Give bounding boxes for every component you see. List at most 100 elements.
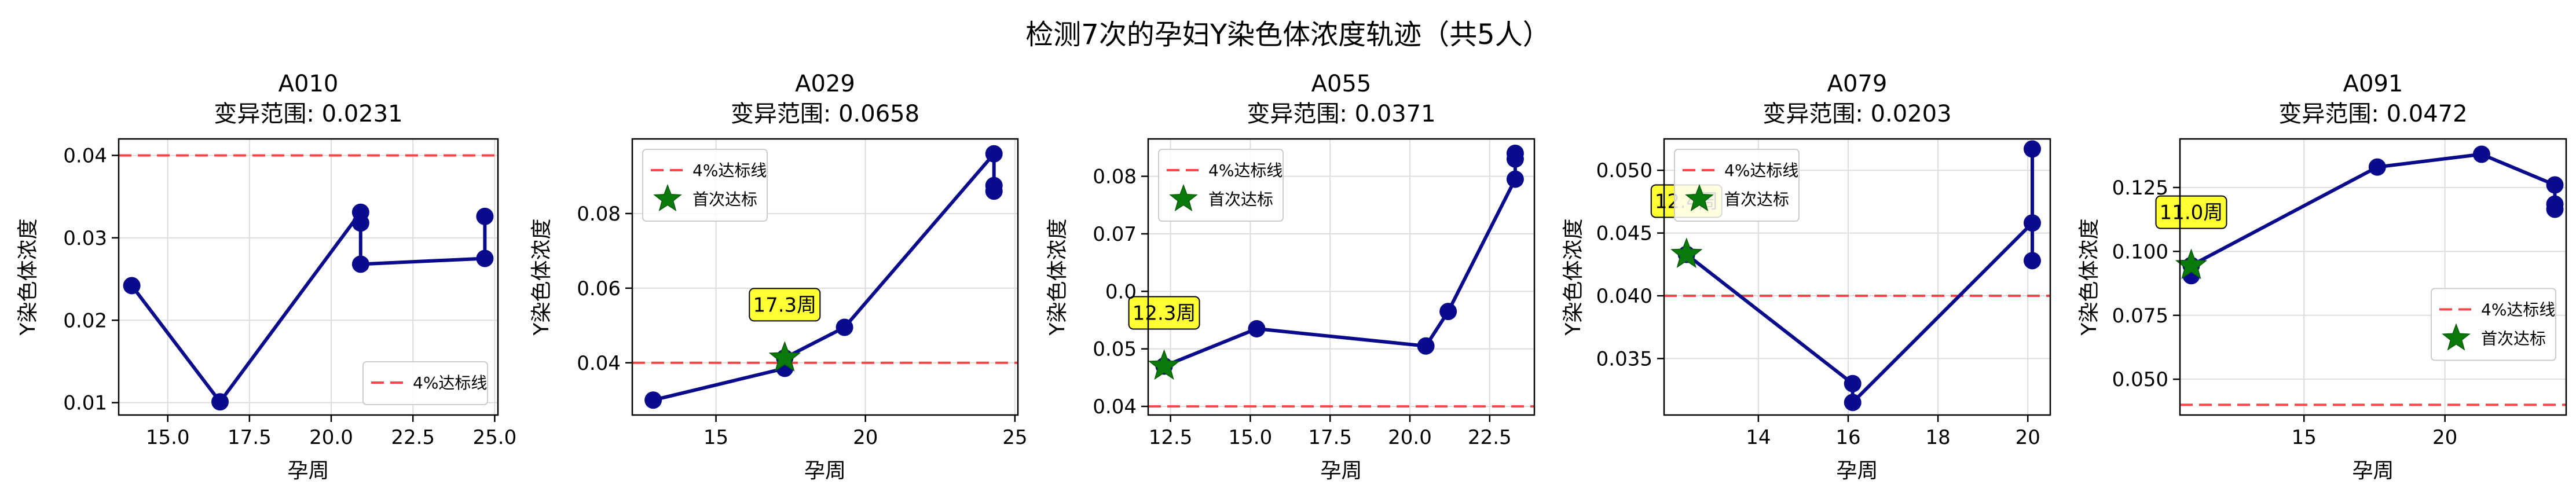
data-point — [2546, 176, 2564, 194]
series-line — [1685, 149, 2034, 405]
data-point — [1439, 303, 1457, 321]
legend-frame — [2431, 288, 2556, 361]
x-axis-label: 孕周 — [1836, 459, 1878, 483]
subplot-title: A010 — [279, 71, 339, 97]
y-tick-label: 0.125 — [2112, 177, 2168, 200]
data-point — [211, 393, 229, 411]
first-reach-annotation-box — [749, 288, 821, 322]
subplot-title: A029 — [795, 71, 855, 97]
y-tick-label: 0.075 — [2112, 304, 2168, 328]
data-point — [644, 391, 662, 409]
x-tick-label: 20 — [2432, 426, 2457, 449]
legend-frame — [1674, 149, 1800, 222]
legend-star-swatch — [2442, 323, 2471, 351]
subplot-variation-range: 变异范围: 0.0203 — [1762, 101, 1951, 127]
data-point — [2472, 145, 2490, 163]
data-point — [985, 145, 1003, 163]
first-reach-marker — [768, 341, 801, 372]
data-point — [2023, 214, 2041, 232]
y-tick-label: 0.035 — [1596, 347, 1652, 370]
axes-frame — [118, 138, 499, 416]
x-tick-label: 15 — [2292, 426, 2317, 449]
axes-frame — [1147, 138, 1536, 416]
data-point — [1506, 170, 1524, 188]
axes-frame — [2179, 138, 2567, 416]
first-reach-marker — [1148, 349, 1181, 380]
y-tick-label: 0.050 — [1596, 159, 1652, 182]
legend-entry: 首次达标 — [1724, 190, 1789, 209]
x-tick-label: 15 — [703, 426, 728, 449]
x-tick-label: 20 — [2016, 426, 2040, 449]
y-tick-label: 0.07 — [1093, 223, 1137, 246]
y-tick-label: 0.045 — [1596, 222, 1652, 245]
y-tick-label: 0.0 — [1105, 280, 1137, 303]
data-point — [836, 318, 853, 336]
y-axis-label: Y染色体浓度 — [1562, 219, 1585, 336]
y-tick-label: 0.03 — [63, 227, 107, 250]
data-point — [1417, 337, 1435, 355]
legend-entry: 4%达标线 — [2481, 300, 2555, 320]
x-tick-label: 16 — [1835, 426, 1860, 449]
y-tick-label: 0.04 — [577, 352, 621, 375]
subplot-A010: A010 变异范围: 0.0231 15.0 17.5 20.0 22.5 25.0 0.01… — [16, 71, 516, 483]
first-reach-annotation: 17.3周 — [753, 293, 816, 317]
y-tick-label: 0.04 — [63, 144, 107, 167]
data-point — [476, 249, 494, 267]
subplot-A091: A091 变异范围: 0.0472 11.0周 15 20 0.050 0.075 0.100… — [2077, 71, 2567, 483]
y-tick-label: 0.08 — [1093, 166, 1137, 189]
first-reach-annotation: 12.3周 — [1133, 302, 1196, 325]
data-point — [2368, 158, 2386, 176]
legend-entry: 首次达标 — [2481, 329, 2546, 348]
legend-entry: 4%达标线 — [413, 373, 487, 392]
legend-entry: 4%达标线 — [1208, 161, 1282, 180]
first-reach-annotation: 11.0周 — [2160, 201, 2223, 225]
legend-star-swatch — [653, 183, 682, 212]
y-axis-label: Y染色体浓度 — [530, 219, 554, 336]
legend-star-swatch — [1169, 183, 1198, 212]
x-tick-label: 15.0 — [146, 426, 190, 449]
legend-star-swatch — [1685, 183, 1714, 212]
subplot-variation-range: 变异范围: 0.0658 — [731, 101, 919, 127]
legend-frame — [642, 149, 768, 222]
subplot-A055: A055 变异范围: 0.0371 12.3周 12.5 15.0 17.5 20.0 22.… — [1046, 71, 1536, 483]
y-tick-label: 0.01 — [63, 392, 107, 415]
data-point — [351, 255, 369, 273]
x-axis-label: 孕周 — [287, 459, 329, 483]
axes-frame — [1663, 138, 2051, 416]
y-tick-label: 0.04 — [1093, 395, 1137, 418]
y-tick-label: 0.06 — [577, 277, 621, 300]
legend-entry: 首次达标 — [692, 190, 757, 209]
x-axis-label: 孕周 — [1320, 459, 1362, 483]
y-tick-label: 0.100 — [2112, 240, 2168, 263]
figure-suptitle: 检测7次的孕妇Y染色体浓度轨迹（共5人） — [1025, 19, 1551, 51]
subplot-variation-range: 变异范围: 0.0231 — [214, 101, 402, 127]
x-tick-label: 20.0 — [309, 426, 353, 449]
x-axis-label: 孕周 — [2352, 459, 2394, 483]
x-tick-label: 22.5 — [391, 426, 435, 449]
x-tick-label: 25 — [1002, 426, 1027, 449]
x-tick-label: 12.5 — [1149, 426, 1193, 449]
data-point — [1248, 320, 1266, 337]
y-tick-label: 0.040 — [1596, 285, 1652, 308]
y-tick-label: 0.02 — [63, 309, 107, 332]
first-reach-annotation-box — [1128, 296, 1200, 330]
y-axis-label: Y染色体浓度 — [2077, 219, 2101, 336]
axes-frame — [631, 138, 1019, 416]
y-axis-label: Y染色体浓度 — [16, 219, 40, 336]
legend-entry: 首次达标 — [1208, 190, 1273, 209]
data-point — [985, 182, 1003, 200]
x-tick-label: 25.0 — [473, 426, 517, 449]
subplot-title: A079 — [1827, 71, 1888, 97]
data-point — [1844, 394, 1862, 412]
subplot-title: A055 — [1311, 71, 1372, 97]
y-tick-label: 0.050 — [2112, 368, 2168, 391]
legend: 4%达标线 — [362, 361, 488, 405]
data-point — [123, 277, 141, 295]
subplot-variation-range: 变异范围: 0.0472 — [2278, 101, 2467, 127]
data-point — [2023, 140, 2041, 158]
